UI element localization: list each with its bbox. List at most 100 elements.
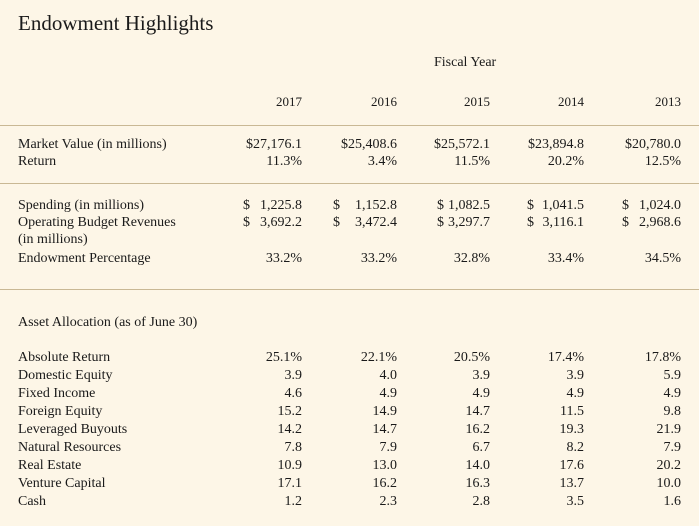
- divider: [0, 183, 699, 184]
- dollar-sign: $: [243, 198, 250, 213]
- market-value-2015: $25,572.1: [434, 137, 490, 152]
- spending-2015: 1,082.5: [448, 198, 490, 213]
- year-header-row: 2017 2016 2015 2014 2013: [0, 93, 699, 111]
- asset-row: Leveraged Buyouts 14.2 14.7 16.2 19.3 21…: [0, 421, 699, 439]
- endowment-pct-2015: 32.8%: [453, 251, 490, 266]
- asset-value: 14.9: [372, 404, 398, 419]
- row-label: Spending (in millions): [18, 198, 144, 213]
- endowment-percentage-row: Endowment Percentage 33.2% 33.2% 32.8% 3…: [0, 250, 699, 268]
- row-label: Operating Budget Revenues: [18, 215, 176, 230]
- year-2014: 2014: [558, 94, 584, 109]
- asset-value: 20.2: [656, 458, 682, 473]
- asset-value: 2.3: [379, 494, 398, 509]
- asset-value: 14.0: [465, 458, 491, 473]
- year-2013: 2013: [655, 94, 681, 109]
- dollar-sign: $: [622, 215, 629, 230]
- asset-value: 20.5%: [453, 350, 490, 365]
- row-label: Fixed Income: [18, 386, 96, 401]
- dollar-sign: $: [333, 215, 340, 230]
- endowment-pct-2014: 33.4%: [547, 251, 584, 266]
- return-2015: 11.5%: [454, 154, 490, 169]
- asset-value: 14.2: [277, 422, 303, 437]
- endowment-pct-2013: 34.5%: [644, 251, 681, 266]
- asset-value: 10.9: [277, 458, 303, 473]
- row-label: Endowment Percentage: [18, 251, 151, 266]
- asset-value: 3.5: [566, 494, 585, 509]
- endowment-pct-2017: 33.2%: [265, 251, 302, 266]
- asset-value: 1.2: [284, 494, 303, 509]
- asset-value: 17.8%: [644, 350, 681, 365]
- operating-budget-2015: 3,297.7: [448, 215, 490, 230]
- section-heading: Asset Allocation (as of June 30): [18, 315, 198, 330]
- dollar-sign: $: [243, 215, 250, 230]
- asset-value: 7.8: [284, 440, 303, 455]
- operating-budget-row: Operating Budget Revenues $ $ $ $ $ 3,69…: [0, 214, 699, 232]
- asset-value: 16.3: [465, 476, 491, 491]
- asset-value: 2.8: [472, 494, 491, 509]
- row-label: Absolute Return: [18, 350, 111, 365]
- asset-value: 14.7: [372, 422, 398, 437]
- asset-value: 4.9: [663, 386, 682, 401]
- asset-value: 7.9: [663, 440, 682, 455]
- asset-value: 4.9: [472, 386, 491, 401]
- asset-row: Foreign Equity 15.2 14.9 14.7 11.5 9.8: [0, 403, 699, 421]
- asset-value: 5.9: [663, 368, 682, 383]
- asset-value: 3.9: [472, 368, 491, 383]
- asset-value: 8.2: [566, 440, 585, 455]
- row-label: Venture Capital: [18, 476, 106, 491]
- page-title: Endowment Highlights: [18, 11, 214, 35]
- asset-row: Domestic Equity 3.9 4.0 3.9 3.9 5.9: [0, 367, 699, 385]
- spending-2014: 1,041.5: [542, 198, 584, 213]
- asset-value: 16.2: [465, 422, 491, 437]
- asset-value: 14.7: [465, 404, 491, 419]
- asset-row: Venture Capital 17.1 16.2 16.3 13.7 10.0: [0, 475, 699, 493]
- spending-2017: 1,225.8: [260, 198, 302, 213]
- row-label: Real Estate: [18, 458, 82, 473]
- row-label: Return: [18, 154, 57, 169]
- row-label: Cash: [18, 494, 46, 509]
- asset-row: Absolute Return 25.1% 22.1% 20.5% 17.4% …: [0, 349, 699, 367]
- spending-2013: 1,024.0: [639, 198, 681, 213]
- asset-value: 3.9: [284, 368, 303, 383]
- dollar-sign: $: [527, 215, 534, 230]
- asset-value: 15.2: [277, 404, 303, 419]
- asset-value: 4.9: [566, 386, 585, 401]
- asset-value: 6.7: [472, 440, 491, 455]
- dollar-sign: $: [622, 198, 629, 213]
- asset-row: Natural Resources 7.8 7.9 6.7 8.2 7.9: [0, 439, 699, 457]
- divider: [0, 289, 699, 290]
- year-2017: 2017: [276, 94, 302, 109]
- asset-value: 22.1%: [360, 350, 397, 365]
- row-label: Domestic Equity: [18, 368, 113, 383]
- asset-value: 21.9: [656, 422, 682, 437]
- asset-value: 17.1: [277, 476, 303, 491]
- asset-value: 7.9: [379, 440, 398, 455]
- row-label: Foreign Equity: [18, 404, 103, 419]
- fiscal-year-heading: Fiscal Year: [434, 55, 497, 70]
- dollar-sign: $: [437, 198, 444, 213]
- spending-row: Spending (in millions) $ $ $ $ $ 1,225.8…: [0, 197, 699, 215]
- row-label: (in millions): [18, 232, 88, 247]
- asset-value: 4.6: [284, 386, 303, 401]
- return-row: Return 11.3% 3.4% 11.5% 20.2% 12.5%: [0, 153, 699, 171]
- return-2013: 12.5%: [644, 154, 681, 169]
- asset-value: 13.7: [559, 476, 585, 491]
- asset-value: 9.8: [663, 404, 682, 419]
- year-2015: 2015: [464, 94, 490, 109]
- row-label: Natural Resources: [18, 440, 122, 455]
- dollar-sign: $: [333, 198, 340, 213]
- asset-value: 13.0: [372, 458, 398, 473]
- dollar-sign: $: [527, 198, 534, 213]
- asset-value: 3.9: [566, 368, 585, 383]
- spending-2016: 1,152.8: [355, 198, 397, 213]
- market-value-2016: $25,408.6: [341, 137, 397, 152]
- year-2016: 2016: [371, 94, 397, 109]
- asset-value: 1.6: [663, 494, 682, 509]
- return-2014: 20.2%: [547, 154, 584, 169]
- operating-budget-2016: 3,472.4: [355, 215, 397, 230]
- dollar-sign: $: [437, 215, 444, 230]
- asset-row: Real Estate 10.9 13.0 14.0 17.6 20.2: [0, 457, 699, 475]
- row-label: Market Value (in millions): [18, 137, 167, 152]
- market-value-2017: $27,176.1: [246, 137, 302, 152]
